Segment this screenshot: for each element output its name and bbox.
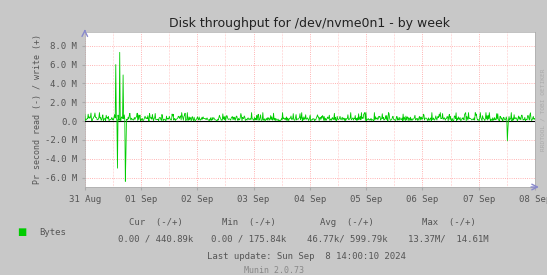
Title: Disk throughput for /dev/nvme0n1 - by week: Disk throughput for /dev/nvme0n1 - by we…: [170, 17, 450, 31]
Y-axis label: Pr second read (-) / write (+): Pr second read (-) / write (+): [33, 34, 42, 184]
Text: 13.37M/  14.61M: 13.37M/ 14.61M: [408, 235, 489, 244]
Text: Cur  (-/+): Cur (-/+): [129, 218, 183, 227]
Text: 46.77k/ 599.79k: 46.77k/ 599.79k: [307, 235, 388, 244]
Text: ■: ■: [18, 227, 26, 237]
Text: RRDTOOL / TOBI OETIKER: RRDTOOL / TOBI OETIKER: [540, 69, 546, 151]
Text: Last update: Sun Sep  8 14:00:10 2024: Last update: Sun Sep 8 14:00:10 2024: [207, 252, 406, 261]
Text: Max  (-/+): Max (-/+): [422, 218, 475, 227]
Text: 0.00 / 440.89k: 0.00 / 440.89k: [118, 235, 194, 244]
Text: Munin 2.0.73: Munin 2.0.73: [243, 266, 304, 274]
Text: Min  (-/+): Min (-/+): [222, 218, 276, 227]
Text: Bytes: Bytes: [39, 228, 66, 237]
Text: Avg  (-/+): Avg (-/+): [321, 218, 374, 227]
Text: 0.00 / 175.84k: 0.00 / 175.84k: [211, 235, 287, 244]
